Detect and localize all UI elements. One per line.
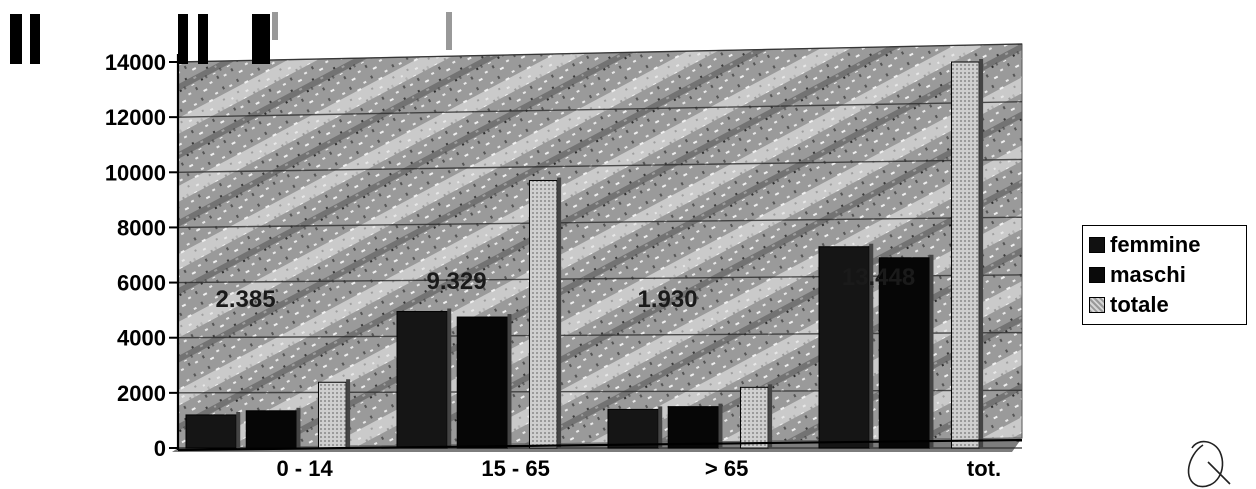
legend-label-totale: totale xyxy=(1110,292,1169,317)
x-tick-label-1: 15 - 65 xyxy=(481,456,550,481)
bar-side-totale-0 xyxy=(346,379,351,448)
bar-femmine-3 xyxy=(818,246,870,449)
bar-maschi-2 xyxy=(667,406,719,449)
scan-artifact-1 xyxy=(30,14,40,64)
bar-side-maschi-0 xyxy=(296,407,301,448)
y-tick-label-14000: 14000 xyxy=(105,50,166,75)
scan-artifact-0 xyxy=(10,14,22,64)
bar-maschi-0 xyxy=(245,410,297,449)
bar-side-maschi-3 xyxy=(929,254,934,448)
x-axis-line xyxy=(177,438,1023,452)
y-tick-label-8000: 8000 xyxy=(117,215,166,240)
y-tick-label-12000: 12000 xyxy=(105,105,166,130)
scan-artifact-5 xyxy=(272,12,278,40)
bar-side-femmine-1 xyxy=(447,308,452,448)
legend-swatch-maschi xyxy=(1089,267,1105,283)
bar-femmine-0 xyxy=(185,414,237,449)
bar-side-totale-3 xyxy=(979,59,984,448)
x-tick-label-3: tot. xyxy=(967,456,1001,481)
data-label-3: 13.448 xyxy=(842,264,915,291)
bars xyxy=(185,59,984,449)
legend-item-totale: totale xyxy=(1089,290,1240,320)
data-labels: 2.385 9.329 1.930 13.448 xyxy=(215,264,915,313)
scan-artifact-4 xyxy=(252,14,270,64)
y-tick-label-4000: 4000 xyxy=(117,326,166,351)
bar-maschi-3 xyxy=(878,257,930,449)
bar-side-totale-1 xyxy=(557,177,562,449)
legend-swatch-totale xyxy=(1089,297,1105,313)
y-tick-label-10000: 10000 xyxy=(105,160,166,185)
bar-totale-0 xyxy=(317,381,347,449)
data-label-2: 1.930 xyxy=(637,286,697,313)
bar-side-maschi-1 xyxy=(507,314,512,448)
legend-item-femmine: femmine xyxy=(1089,230,1240,260)
bar-femmine-2 xyxy=(607,408,659,449)
y-tick-label-6000: 6000 xyxy=(117,271,166,296)
bar-side-totale-2 xyxy=(768,384,773,448)
legend: femmine maschi totale xyxy=(1082,225,1247,325)
scan-artifact-3 xyxy=(198,14,208,64)
axes: 0 2000 4000 6000 8000 10000 12000 14000 0 - 14 15… xyxy=(10,12,1023,481)
legend-item-maschi: maschi xyxy=(1089,260,1240,290)
gridline-8000 xyxy=(177,216,1023,229)
bar-maschi-1 xyxy=(456,316,508,449)
bar-totale-2 xyxy=(739,386,769,449)
legend-label-maschi: maschi xyxy=(1110,262,1186,287)
gridline-12000 xyxy=(177,101,1023,118)
x-tick-label-2: > 65 xyxy=(705,456,748,481)
gridline-10000 xyxy=(177,158,1023,173)
bar-side-femmine-0 xyxy=(236,411,241,448)
gridline-14000 xyxy=(177,43,1023,63)
data-label-0: 2.385 xyxy=(215,286,275,313)
bar-side-maschi-2 xyxy=(718,403,723,448)
bar-side-femmine-2 xyxy=(658,406,663,448)
scan-artifact-2 xyxy=(178,14,188,64)
x-tick-label-0: 0 - 14 xyxy=(276,456,333,481)
data-label-1: 9.329 xyxy=(426,268,486,295)
y-tick-label-2000: 2000 xyxy=(117,381,166,406)
bar-side-femmine-3 xyxy=(869,243,874,448)
legend-swatch-femmine xyxy=(1089,237,1105,253)
bar-femmine-1 xyxy=(396,311,448,449)
legend-label-femmine: femmine xyxy=(1110,232,1201,257)
y-tick-label-0: 0 xyxy=(154,436,166,461)
bar-totale-1 xyxy=(528,180,558,449)
scan-artifact-6 xyxy=(446,12,452,50)
bar-totale-3 xyxy=(950,61,980,449)
